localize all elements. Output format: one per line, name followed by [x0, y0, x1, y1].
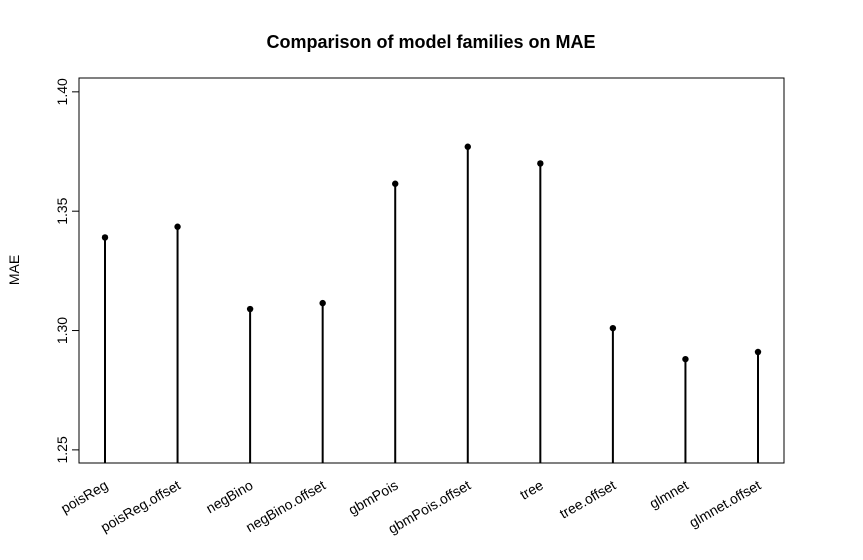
y-axis: 1.25 1.30 1.35 1.40 — [54, 78, 79, 463]
x-tick-label: gbmPois.offset — [385, 477, 473, 537]
data-point — [392, 180, 399, 187]
x-tick-label: poisReg.offset — [98, 477, 183, 536]
x-tick-label: negBino.offset — [243, 477, 328, 536]
data-point — [537, 160, 544, 167]
x-tick-label: poisReg — [58, 477, 110, 517]
data-point — [682, 355, 689, 363]
x-tick-label: glmnet.offset — [686, 477, 763, 531]
y-tick-label: 1.35 — [54, 197, 70, 224]
plot-frame — [78, 77, 785, 464]
data-point — [754, 348, 762, 356]
y-tick-label: 1.25 — [54, 436, 70, 463]
y-axis-label: MAE — [6, 255, 22, 285]
x-tick-label: negBino — [203, 477, 256, 517]
data-point — [319, 299, 326, 307]
data-point — [609, 324, 617, 332]
x-tick-label: tree.offset — [557, 477, 619, 522]
data-point — [101, 234, 109, 241]
data-point — [246, 305, 254, 313]
y-tick-label: 1.30 — [54, 317, 70, 344]
chart-title: Comparison of model families on MAE — [266, 32, 595, 52]
data-points — [101, 143, 762, 363]
data-point — [464, 143, 471, 150]
x-tick-label: glmnet — [647, 477, 691, 512]
y-tick-label: 1.40 — [54, 78, 70, 105]
x-tick-label: tree — [517, 477, 546, 503]
stem-lines — [104, 146, 759, 463]
data-point — [174, 223, 181, 230]
x-tick-label: gbmPois — [346, 477, 401, 518]
